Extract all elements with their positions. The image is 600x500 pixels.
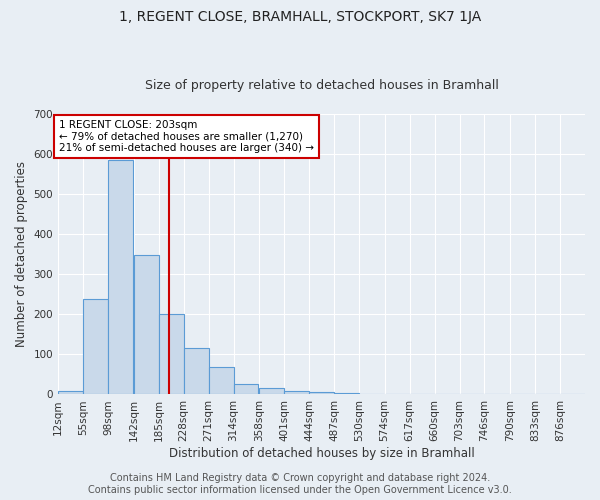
Bar — [184, 348, 209, 395]
Title: Size of property relative to detached houses in Bramhall: Size of property relative to detached ho… — [145, 79, 499, 92]
Y-axis label: Number of detached properties: Number of detached properties — [15, 161, 28, 347]
Bar — [309, 392, 334, 394]
Bar — [158, 314, 184, 394]
Text: 1 REGENT CLOSE: 203sqm
← 79% of detached houses are smaller (1,270)
21% of semi-: 1 REGENT CLOSE: 203sqm ← 79% of detached… — [59, 120, 314, 153]
Bar — [209, 367, 233, 394]
Text: Contains HM Land Registry data © Crown copyright and database right 2024.
Contai: Contains HM Land Registry data © Crown c… — [88, 474, 512, 495]
Bar — [259, 388, 284, 394]
Bar — [134, 255, 158, 394]
Bar — [284, 392, 309, 394]
Bar — [108, 160, 133, 394]
Bar — [233, 384, 259, 394]
Bar — [58, 392, 83, 394]
Bar — [334, 393, 359, 394]
X-axis label: Distribution of detached houses by size in Bramhall: Distribution of detached houses by size … — [169, 447, 475, 460]
Text: 1, REGENT CLOSE, BRAMHALL, STOCKPORT, SK7 1JA: 1, REGENT CLOSE, BRAMHALL, STOCKPORT, SK… — [119, 10, 481, 24]
Bar — [83, 299, 108, 394]
